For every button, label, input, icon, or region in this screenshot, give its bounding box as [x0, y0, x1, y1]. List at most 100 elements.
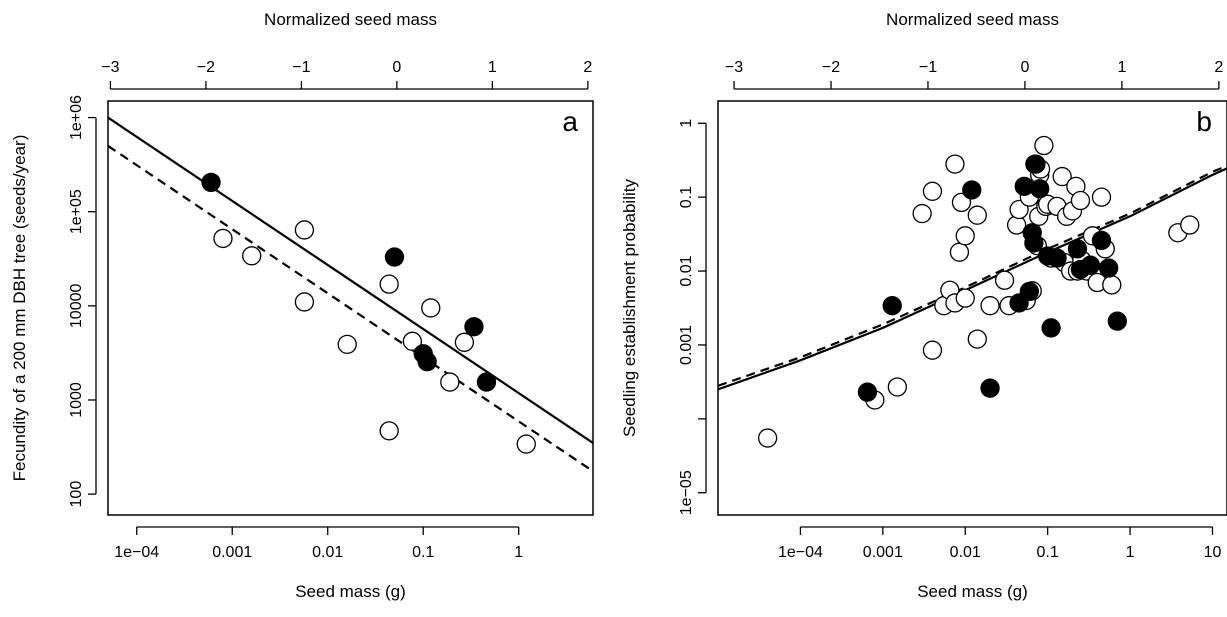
data-point-open	[516, 434, 536, 454]
data-point-filled	[1024, 233, 1044, 253]
x-tick-label: 1	[514, 544, 523, 561]
y-tick-label: 1e+06	[68, 95, 85, 140]
data-point-open	[994, 270, 1015, 290]
data-point-open	[887, 377, 907, 397]
top-tick-label: 1	[488, 59, 497, 76]
data-point-open	[454, 332, 475, 352]
data-point-open	[922, 340, 943, 360]
data-point-filled	[1041, 318, 1061, 338]
top-tick-label: 2	[583, 59, 592, 76]
data-point-open	[1102, 275, 1122, 295]
data-point-open	[1180, 215, 1200, 235]
data-point-filled	[980, 378, 1000, 398]
x-tick-label: 0.01	[950, 544, 981, 561]
x-tick-label: 0.1	[412, 544, 434, 561]
y-tick-label: 1e−05	[678, 470, 695, 515]
data-point-open	[379, 421, 399, 441]
plot-area	[108, 116, 593, 473]
data-point-filled	[1080, 255, 1101, 275]
top-tick-label: 0	[392, 59, 401, 76]
fit-line-solid	[108, 116, 593, 444]
data-point-filled	[857, 382, 878, 402]
data-point-filled	[417, 352, 437, 372]
fit-line-dashed	[108, 144, 593, 473]
top-tick-label: 0	[1020, 59, 1029, 76]
data-point-filled	[1026, 154, 1046, 174]
data-point-open	[945, 154, 965, 174]
data-point-open	[213, 228, 233, 249]
data-point-open	[967, 329, 987, 349]
data-point-open	[757, 428, 778, 448]
y-tick-label: 10000	[68, 284, 85, 329]
top-axis-title: Normalized seed mass	[264, 10, 437, 29]
data-point-open	[379, 274, 399, 294]
x-axis-title: Seed mass (g)	[295, 582, 406, 601]
data-point-open	[949, 242, 970, 262]
data-point-open	[294, 292, 315, 312]
panel-letter: a	[562, 106, 578, 137]
plot-area	[718, 135, 1227, 448]
data-point-open	[912, 203, 932, 224]
top-tick-label: −2	[822, 59, 840, 76]
data-point-filled	[1030, 179, 1050, 199]
data-point-filled	[1019, 281, 1040, 302]
data-point-filled	[201, 172, 221, 193]
data-point-open	[955, 288, 975, 308]
top-tick-label: −1	[919, 59, 937, 76]
y-tick-label: 1000	[68, 382, 85, 418]
y-axis-title: Fecundity of a 200 mm DBH tree (seeds/ye…	[10, 135, 29, 482]
data-point-open	[967, 205, 987, 225]
x-tick-label: 1e−04	[778, 544, 823, 561]
data-point-open	[1070, 190, 1091, 211]
data-point-open	[294, 220, 315, 240]
data-point-open	[440, 372, 460, 392]
panel-letter: b	[1196, 106, 1212, 137]
data-point-open	[421, 298, 441, 318]
top-tick-label: −3	[725, 59, 743, 76]
top-axis-title: Normalized seed mass	[886, 10, 1059, 29]
data-point-open	[1034, 135, 1054, 156]
x-tick-label: 0.001	[212, 544, 252, 561]
x-tick-label: 0.1	[1037, 544, 1059, 561]
data-point-open	[922, 181, 943, 201]
top-tick-label: −3	[101, 59, 119, 76]
data-point-filled	[464, 317, 484, 337]
data-point-filled	[384, 247, 405, 267]
data-point-open	[1009, 199, 1029, 220]
data-point-open	[955, 226, 975, 246]
y-axis-title: Seedling establishment probability	[620, 179, 639, 437]
data-point-filled	[1091, 230, 1112, 251]
data-point-filled	[1047, 248, 1067, 268]
plot-frame	[107, 100, 594, 516]
plot-frame	[717, 100, 1227, 516]
data-point-open	[951, 192, 972, 213]
data-point-filled	[1067, 239, 1088, 259]
x-tick-label: 1	[1126, 544, 1135, 561]
top-tick-label: 2	[1214, 59, 1223, 76]
top-tick-label: 1	[1117, 59, 1126, 76]
x-tick-label: 1e−04	[114, 544, 159, 561]
data-point-filled	[1107, 311, 1127, 331]
data-point-filled	[1099, 258, 1119, 278]
y-tick-label: 0.01	[678, 255, 695, 286]
top-tick-label: −2	[197, 59, 215, 76]
y-tick-label: 1	[678, 119, 695, 128]
top-tick-label: −1	[292, 59, 310, 76]
fit-line-solid	[718, 167, 1227, 391]
y-tick-label: 0.001	[678, 325, 695, 365]
data-point-open	[980, 296, 1000, 316]
data-point-filled	[882, 296, 902, 316]
data-point-open	[1091, 187, 1112, 207]
x-tick-label: 0.001	[863, 544, 903, 561]
y-tick-label: 1e+05	[68, 189, 85, 234]
data-point-filled	[476, 372, 497, 392]
x-tick-label: 0.01	[312, 544, 343, 561]
data-point-open	[1052, 166, 1072, 187]
data-point-open	[402, 331, 423, 351]
y-tick-label: 100	[68, 481, 85, 508]
data-point-open	[242, 246, 262, 266]
data-point-open	[337, 334, 357, 354]
